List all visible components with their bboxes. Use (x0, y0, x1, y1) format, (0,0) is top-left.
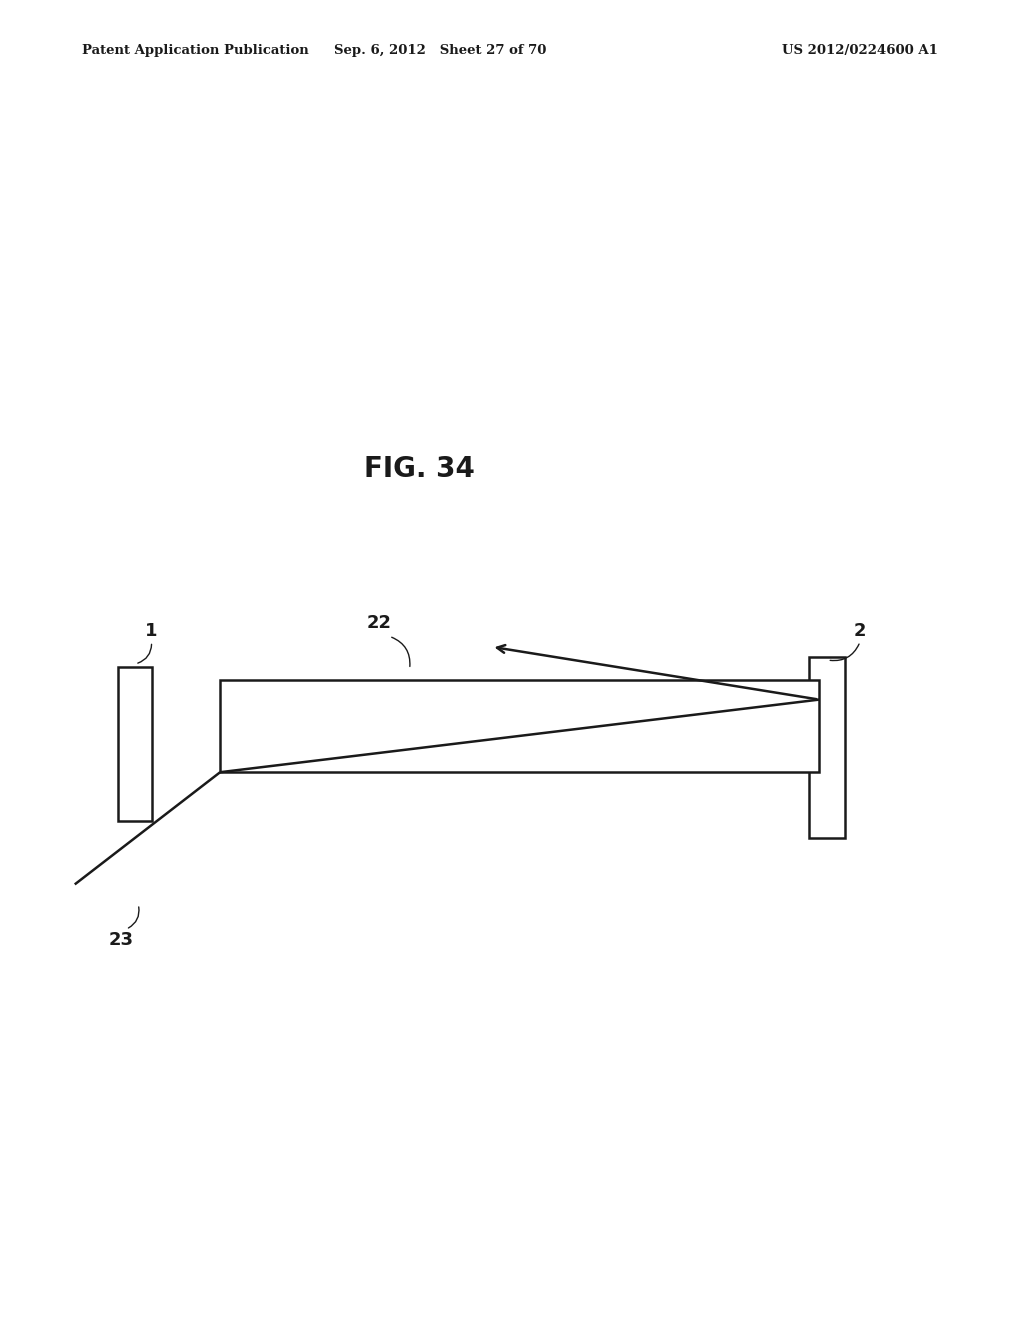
Text: US 2012/0224600 A1: US 2012/0224600 A1 (782, 44, 938, 57)
Text: Patent Application Publication: Patent Application Publication (82, 44, 308, 57)
Text: Sep. 6, 2012   Sheet 27 of 70: Sep. 6, 2012 Sheet 27 of 70 (334, 44, 547, 57)
Bar (220, 680, 819, 772)
Text: 22: 22 (367, 614, 391, 632)
Text: 1: 1 (145, 622, 158, 640)
Text: 23: 23 (109, 931, 133, 949)
Text: 2: 2 (854, 622, 866, 640)
Text: FIG. 34: FIG. 34 (365, 454, 475, 483)
Bar (809, 657, 845, 838)
Bar (118, 667, 152, 821)
